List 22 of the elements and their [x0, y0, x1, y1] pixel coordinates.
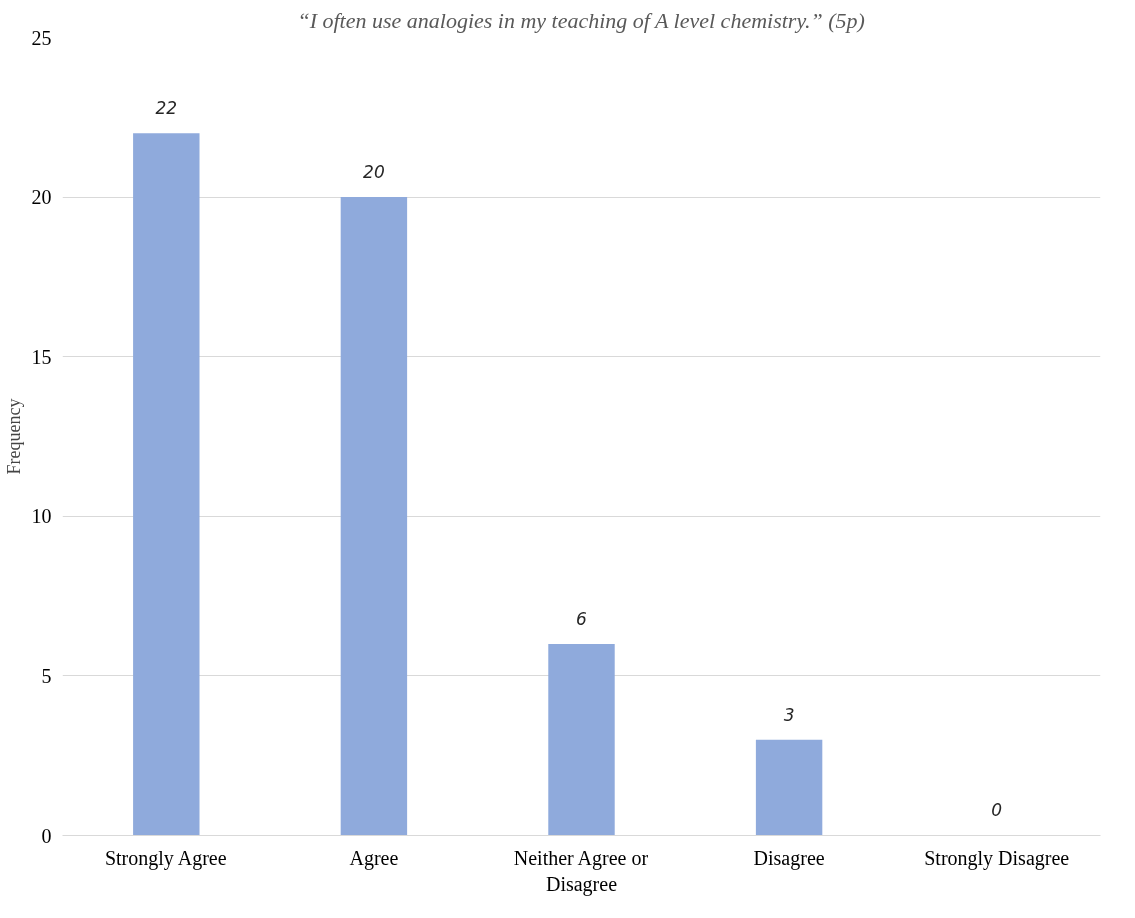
bar [340, 197, 408, 836]
y-tick-label: 0 [41, 824, 52, 847]
data-label: 6 [576, 608, 588, 629]
x-tick-label: Strongly Agree [104, 846, 227, 870]
bar [133, 133, 200, 836]
data-label: 3 [783, 704, 795, 725]
x-tick-label: Disagree [753, 846, 825, 870]
x-tick-label: Agree [349, 846, 399, 870]
y-tick-label: 10 [31, 505, 52, 528]
data-label: 20 [363, 161, 385, 182]
data-label: 22 [155, 98, 178, 119]
bar [548, 643, 615, 836]
x-tick-label: Strongly Disagree [924, 846, 1070, 870]
y-tick-label: 15 [31, 345, 52, 368]
y-tick-label: 5 [41, 664, 52, 687]
x-tick-label: Neither Agree or Disagree [513, 846, 649, 896]
y-tick-label: 20 [31, 186, 52, 209]
y-tick-label: 25 [31, 26, 52, 49]
chart-title: “I often use analogies in my teaching of A level chemistry.” (5p) [297, 7, 865, 33]
bar [755, 739, 823, 836]
data-label: 0 [991, 800, 1003, 821]
y-axis-title: Frequency [3, 398, 24, 475]
